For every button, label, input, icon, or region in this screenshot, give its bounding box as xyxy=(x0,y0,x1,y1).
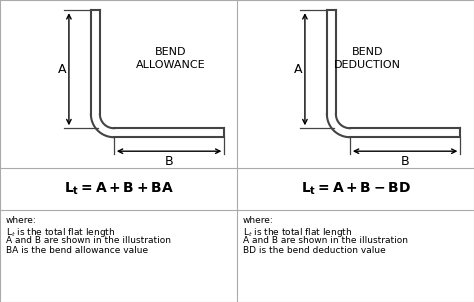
Text: where:: where: xyxy=(6,216,37,225)
Text: BEND
ALLOWANCE: BEND ALLOWANCE xyxy=(136,47,205,70)
Text: B: B xyxy=(401,155,410,168)
Text: A: A xyxy=(294,63,302,76)
Text: BEND
DEDUCTION: BEND DEDUCTION xyxy=(334,47,401,70)
Text: B: B xyxy=(165,155,173,168)
Text: BD is the bend deduction value: BD is the bend deduction value xyxy=(243,246,386,255)
Text: L$_t$ is the total flat length: L$_t$ is the total flat length xyxy=(243,226,352,239)
Text: $\mathbf{L_t = A + B + BA}$: $\mathbf{L_t = A + B + BA}$ xyxy=(64,181,173,197)
Text: where:: where: xyxy=(243,216,274,225)
Text: A and B are shown in the illustration: A and B are shown in the illustration xyxy=(6,236,171,245)
Text: BA is the bend allowance value: BA is the bend allowance value xyxy=(6,246,148,255)
Text: L$_t$ is the total flat length: L$_t$ is the total flat length xyxy=(6,226,115,239)
Text: $\mathbf{L_t = A + B - BD}$: $\mathbf{L_t = A + B - BD}$ xyxy=(301,181,410,197)
Text: A: A xyxy=(58,63,66,76)
Text: A and B are shown in the illustration: A and B are shown in the illustration xyxy=(243,236,408,245)
